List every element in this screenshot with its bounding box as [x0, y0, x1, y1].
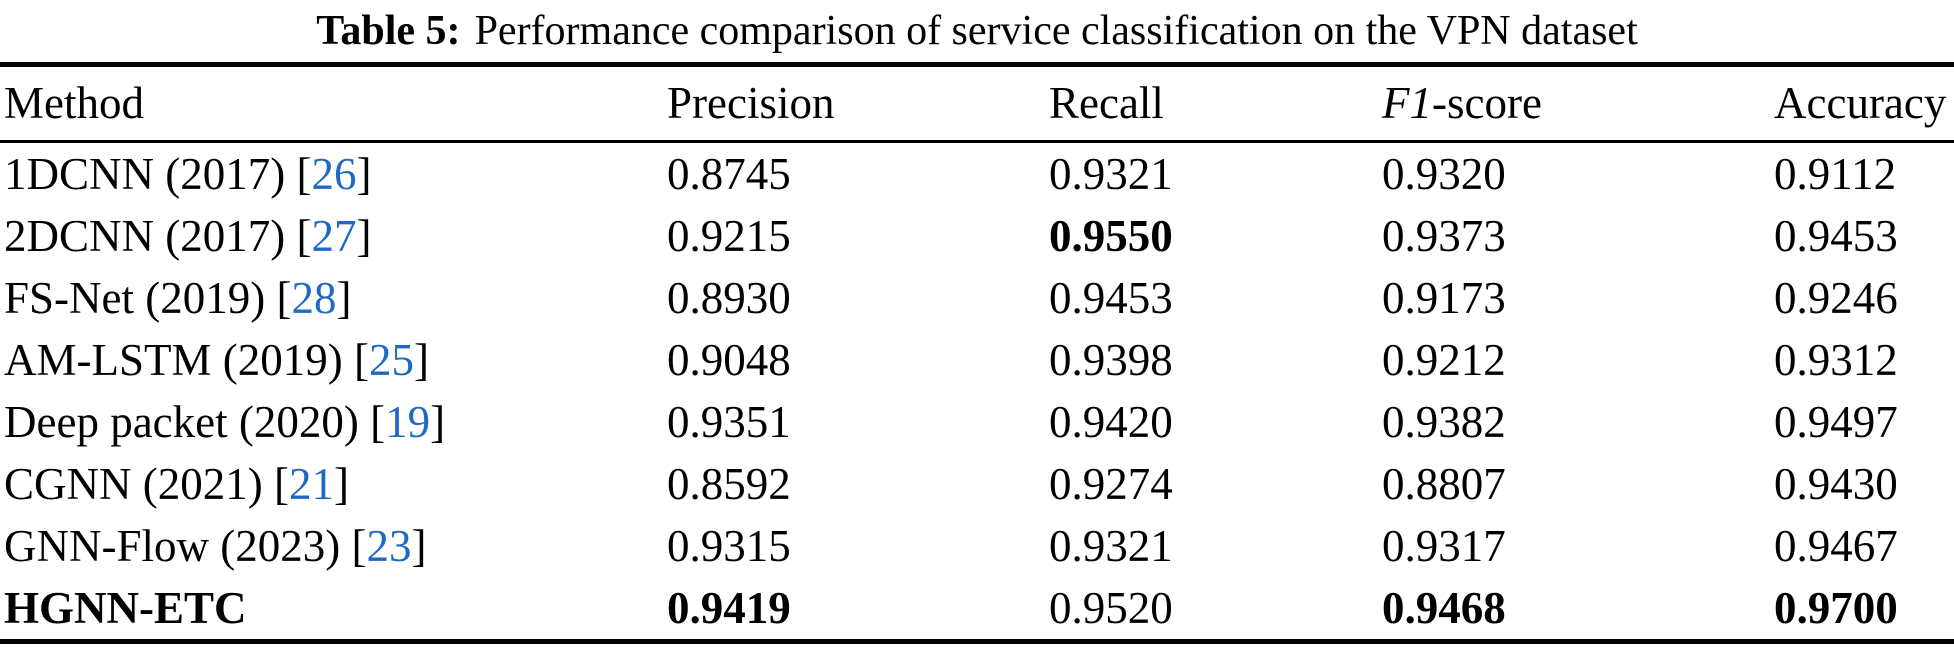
value-cell: 0.9497 — [1774, 397, 1898, 447]
table-row: AM-LSTM (2019) [25] 0.9048 0.9398 0.9212 0.9… — [0, 329, 1954, 391]
value-cell: 0.9321 — [1049, 521, 1173, 571]
method-name: 1DCNN (2017) — [4, 149, 286, 199]
citation-link[interactable]: 19 — [385, 397, 431, 447]
method-name: 2DCNN (2017) — [4, 211, 286, 261]
value-cell: 0.9373 — [1382, 211, 1506, 261]
value-cell: 0.9468 — [1382, 583, 1506, 633]
table-row: 2DCNN (2017) [27] 0.9215 0.9550 0.9373 0.945… — [0, 205, 1954, 267]
table-row: CGNN (2021) [21] 0.8592 0.9274 0.8807 0.9430 — [0, 453, 1954, 515]
value-cell: 0.9520 — [1049, 583, 1173, 633]
method-cell: CGNN (2021) [21] — [4, 459, 349, 509]
value-cell: 0.9315 — [667, 521, 791, 571]
value-cell: 0.9321 — [1049, 149, 1173, 199]
value-cell: 0.9246 — [1774, 273, 1898, 323]
method-name: AM-LSTM (2019) — [4, 335, 343, 385]
value-cell: 0.9550 — [1049, 211, 1173, 261]
table-row: 1DCNN (2017) [26] 0.8745 0.9321 0.9320 0.911… — [0, 142, 1954, 206]
table-row: FS-Net (2019) [28] 0.8930 0.9453 0.9173 0.92… — [0, 267, 1954, 329]
value-cell: 0.9453 — [1774, 211, 1898, 261]
header-row: Method Precision Recall F1-score Accuracy — [0, 64, 1954, 143]
value-cell: 0.8592 — [667, 459, 791, 509]
method-cell: AM-LSTM (2019) [25] — [4, 335, 429, 385]
value-cell: 0.9048 — [667, 335, 791, 385]
value-cell: 0.9317 — [1382, 521, 1506, 571]
table-row: GNN-Flow (2023) [23] 0.9315 0.9321 0.9317 0.… — [0, 515, 1954, 577]
value-cell: 0.9320 — [1382, 149, 1506, 199]
table-caption: Table 5: Performance comparison of servic… — [0, 0, 1954, 62]
column-header-method: Method — [0, 64, 667, 143]
value-cell: 0.9467 — [1774, 521, 1898, 571]
value-cell: 0.9215 — [667, 211, 791, 261]
method-name: CGNN (2021) — [4, 459, 263, 509]
table-row: Deep packet (2020) [19] 0.9351 0.9420 0.938… — [0, 391, 1954, 453]
method-name: FS-Net (2019) — [4, 273, 266, 323]
method-cell: HGNN-ETC — [0, 577, 667, 642]
header-italic-part: F1 — [1382, 78, 1432, 128]
value-cell: 0.9382 — [1382, 397, 1506, 447]
method-cell: Deep packet (2020) [19] — [4, 397, 446, 447]
value-cell: 0.8930 — [667, 273, 791, 323]
column-header-recall: Recall — [1049, 64, 1382, 143]
value-cell: 0.9212 — [1382, 335, 1506, 385]
method-name: GNN-Flow (2023) — [4, 521, 341, 571]
value-cell: 0.9430 — [1774, 459, 1898, 509]
value-cell: 0.9398 — [1049, 335, 1173, 385]
method-cell: 2DCNN (2017) [27] — [4, 211, 372, 261]
results-table: Method Precision Recall F1-score Accuracy 1D… — [0, 62, 1954, 644]
value-cell: 0.9420 — [1049, 397, 1173, 447]
citation-link[interactable]: 27 — [311, 211, 357, 261]
value-cell: 0.9419 — [667, 583, 791, 633]
column-header--score: F1-score — [1382, 64, 1774, 143]
value-cell: 0.9453 — [1049, 273, 1173, 323]
method-cell: GNN-Flow (2023) [23] — [4, 521, 427, 571]
method-cell: 1DCNN (2017) [26] — [4, 149, 372, 199]
value-cell: 0.9700 — [1774, 583, 1898, 633]
citation-link[interactable]: 25 — [368, 335, 414, 385]
table-row: HGNN-ETC 0.9419 0.9520 0.9468 0.9700 — [0, 577, 1954, 642]
value-cell: 0.9112 — [1774, 149, 1897, 199]
value-cell: 0.8807 — [1382, 459, 1506, 509]
citation-link[interactable]: 28 — [291, 273, 337, 323]
table-caption-label: Table 5: — [316, 8, 461, 54]
table-caption-text: Performance comparison of service classi… — [474, 8, 1638, 54]
value-cell: 0.8745 — [667, 149, 791, 199]
column-header-precision: Precision — [667, 64, 1049, 143]
value-cell: 0.9173 — [1382, 273, 1506, 323]
citation-link[interactable]: 26 — [311, 149, 357, 199]
citation-link[interactable]: 23 — [366, 521, 412, 571]
citation-link[interactable]: 21 — [288, 459, 334, 509]
method-cell: FS-Net (2019) [28] — [4, 273, 352, 323]
value-cell: 0.9274 — [1049, 459, 1173, 509]
column-header-accuracy: Accuracy — [1774, 64, 1954, 143]
method-name: Deep packet (2020) — [4, 397, 359, 447]
value-cell: 0.9312 — [1774, 335, 1898, 385]
value-cell: 0.9351 — [667, 397, 791, 447]
method-name: HGNN-ETC — [4, 583, 247, 633]
